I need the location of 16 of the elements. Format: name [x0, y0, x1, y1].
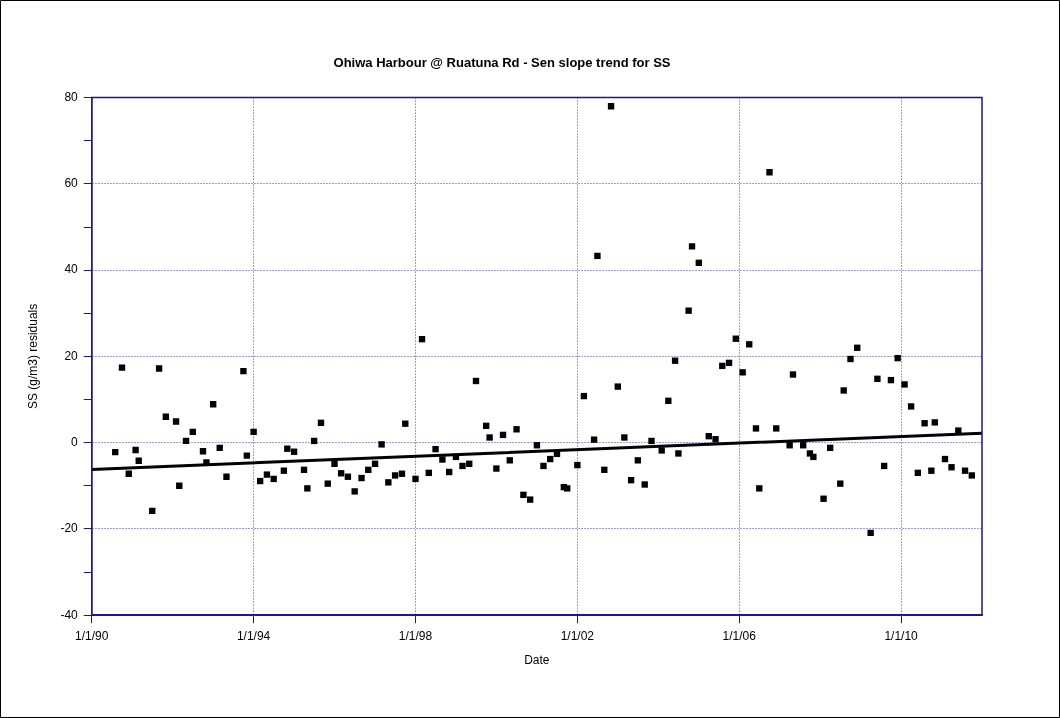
chart-title: Ohiwa Harbour @ Ruatuna Rd - Sen slope trend for SS: [333, 55, 671, 71]
x-tick-label: 1/1/06: [722, 628, 757, 643]
y-tick-label: 20: [64, 348, 79, 363]
x-tick-label: 1/1/02: [560, 628, 595, 643]
y-tick-label: -20: [60, 521, 79, 536]
y-tick-label: 60: [64, 176, 79, 191]
y-tick-label: 0: [71, 434, 79, 449]
x-axis-title: Date: [524, 653, 550, 668]
y-tick-label: 80: [64, 89, 79, 104]
y-tick-label: -40: [60, 607, 79, 622]
y-axis-title: SS (g/m3) residuals: [25, 303, 40, 410]
x-tick-label: 1/1/10: [884, 628, 919, 643]
y-tick-label: 40: [64, 262, 79, 277]
x-tick-label: 1/1/90: [75, 628, 109, 643]
x-tick-label: 1/1/98: [398, 628, 433, 643]
x-tick-label: 1/1/94: [236, 628, 271, 643]
